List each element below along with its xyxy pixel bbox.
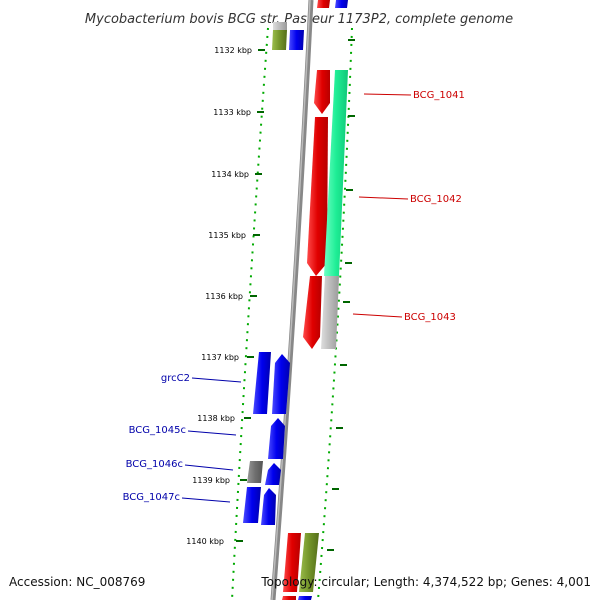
tick-label: 1135 kbp <box>208 231 246 240</box>
gene-feature <box>273 22 287 30</box>
gene-feature <box>298 596 312 600</box>
tick-label: 1140 kbp <box>186 537 224 546</box>
gene-feature-grcc2-right <box>272 354 290 414</box>
gene-label-bcg-1047c[interactable]: BCG_1047c <box>123 492 180 503</box>
tick-label: 1134 kbp <box>211 170 249 179</box>
gene-feature-bcg-1047c-left <box>243 487 261 523</box>
map-title: Mycobacterium bovis BCG str. Pasteur 117… <box>85 12 513 27</box>
tick-label: 1133 kbp <box>213 108 251 117</box>
outer-tick-marks <box>327 39 355 551</box>
label-leaders-forward <box>352 93 412 318</box>
gene-feature <box>282 596 296 600</box>
topology-label: Topology: circular; Length: 4,374,522 bp… <box>260 575 591 589</box>
gene-feature-bcg-1045c <box>268 418 285 459</box>
genome-backbone-highlight <box>271 0 311 600</box>
gene-feature-bcg-1047c-right <box>261 488 276 525</box>
gene-label-bcg-1045c[interactable]: BCG_1045c <box>129 425 186 436</box>
gene-feature-bcg-1042-green <box>324 70 348 276</box>
gene-feature <box>335 0 348 8</box>
forward-strand-features <box>282 0 348 600</box>
gene-feature-bcg-1041 <box>314 70 330 114</box>
label-leaders-reverse <box>181 377 242 503</box>
tick-label: 1138 kbp <box>197 414 235 423</box>
gene-feature-bcg-1042-red <box>307 117 328 276</box>
tick-label: 1132 kbp <box>214 46 252 55</box>
gene-feature <box>299 533 319 592</box>
inner-tick-marks <box>236 49 265 542</box>
gene-label-bcg-1043[interactable]: BCG_1043 <box>404 312 456 323</box>
tick-label: 1136 kbp <box>205 292 243 301</box>
gene-labels: BCG_1041 BCG_1042 BCG_1043 grcC2 BCG_104… <box>123 90 465 503</box>
gene-feature-bcg-1046c-grey <box>247 461 263 483</box>
tick-labels: 1132 kbp 1133 kbp 1134 kbp 1135 kbp 1136… <box>186 46 252 546</box>
tick-label: 1137 kbp <box>201 353 239 362</box>
gene-label-bcg-1046c[interactable]: BCG_1046c <box>126 459 183 470</box>
gene-feature <box>283 533 301 592</box>
gene-feature-bcg-1043-red <box>303 276 322 349</box>
gene-feature-bcg-1043-grey <box>321 276 339 349</box>
gene-label-bcg-1042[interactable]: BCG_1042 <box>410 194 462 205</box>
accession-label: Accession: NC_008769 <box>9 575 145 589</box>
gene-feature-grcc2-left <box>253 352 271 414</box>
gene-label-grcc2[interactable]: grcC2 <box>161 373 190 384</box>
gene-feature <box>317 0 330 8</box>
gene-feature-bcg-1046c-blue <box>265 463 281 485</box>
gene-label-bcg-1041[interactable]: BCG_1041 <box>413 90 465 101</box>
genome-backbone <box>270 0 314 600</box>
gene-feature <box>272 30 287 50</box>
tick-label: 1139 kbp <box>192 476 230 485</box>
gene-feature <box>289 30 304 50</box>
reverse-strand-features <box>243 22 304 525</box>
